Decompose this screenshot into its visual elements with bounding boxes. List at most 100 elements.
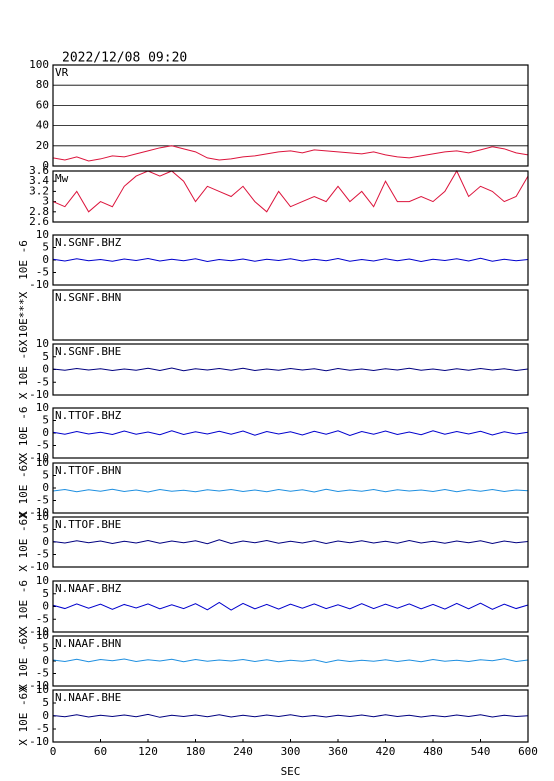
panel-title: VR (55, 66, 69, 79)
y-tick-label: 100 (29, 58, 49, 71)
panel-title: N.TTOF.BHE (55, 518, 121, 531)
trace (52, 430, 529, 437)
y-tick-label: -10 (29, 735, 49, 748)
panel-frame (52, 635, 529, 687)
trace (52, 601, 529, 611)
y-tick-label: -5 (36, 612, 49, 625)
panel-title: N.NAAF.BHE (55, 691, 121, 704)
x-tick-label: 180 (186, 745, 206, 758)
y-axis-label: 10E -6 (17, 240, 30, 280)
y-tick-label: 0 (42, 159, 49, 172)
panel-title: N.NAAF.BHZ (55, 582, 122, 595)
trace (52, 658, 529, 664)
y-tick-label: 10 (36, 401, 49, 414)
trace (52, 539, 529, 545)
trace (52, 367, 529, 372)
panel-title: N.NAAF.BHN (55, 637, 121, 650)
y-tick-label: 5 (42, 350, 49, 363)
y-axis-label: X 10E -6X (17, 339, 30, 399)
panel-frame (52, 289, 529, 341)
x-axis-label: SEC (281, 765, 301, 778)
panel-frame (52, 580, 529, 633)
y-tick-label: -10 (29, 560, 49, 573)
y-tick-label: 5 (42, 523, 49, 536)
y-tick-label: 40 (36, 119, 49, 132)
y-tick-label: 0 (42, 253, 49, 266)
y-tick-label: 0 (42, 481, 49, 494)
trace (52, 713, 529, 718)
panel-frame (52, 170, 529, 223)
y-tick-label: -5 (36, 375, 49, 388)
panel-frame (52, 234, 529, 286)
x-tick-label: 420 (376, 745, 396, 758)
panel-frame (52, 516, 529, 568)
x-tick-label: 300 (281, 745, 301, 758)
y-tick-label: -5 (36, 494, 49, 507)
page-title: 2022/12/08 09:20 (62, 51, 187, 66)
panel-title: N.SGNF.BHZ (55, 236, 122, 249)
x-tick-label: 480 (423, 745, 443, 758)
y-tick-label: -10 (29, 506, 49, 519)
y-tick-label: 10 (36, 337, 49, 350)
panel-title: N.TTOF.BHZ (55, 409, 122, 422)
panel-frame (52, 407, 529, 459)
x-tick-label: 240 (233, 745, 253, 758)
x-tick-label: 60 (94, 745, 107, 758)
y-tick-label: -5 (36, 439, 49, 452)
x-tick-label: 120 (138, 745, 158, 758)
y-tick-label: 3.2 (29, 184, 49, 197)
y-axis-label: X 10E -6X (17, 512, 30, 572)
y-tick-label: -5 (36, 722, 49, 735)
trace (52, 257, 529, 263)
y-tick-label: 0 (42, 535, 49, 548)
y-tick-label: 5 (42, 642, 49, 655)
panel-frame (52, 64, 529, 167)
x-tick-label: 600 (518, 745, 538, 758)
y-tick-label: 0 (42, 709, 49, 722)
y-tick-label: 10 (36, 510, 49, 523)
y-axis-label: 10E***X (17, 291, 30, 338)
y-tick-label: -10 (29, 278, 49, 291)
y-axis-label: X 10E -6X (17, 631, 30, 691)
y-tick-label: 10 (36, 629, 49, 642)
y-tick-label: 10 (36, 574, 49, 587)
x-tick-label: 540 (471, 745, 491, 758)
y-tick-label: 10 (36, 228, 49, 241)
y-tick-label: 2.8 (29, 205, 49, 218)
y-tick-label: -10 (29, 625, 49, 638)
y-tick-label: 5 (42, 469, 49, 482)
trace (52, 169, 529, 213)
y-tick-label: 5 (42, 241, 49, 254)
y-tick-label: 5 (42, 414, 49, 427)
y-tick-label: -5 (36, 667, 49, 680)
y-tick-label: 80 (36, 78, 49, 91)
y-axis-label: X 10E -6 (17, 580, 30, 633)
panel-title: N.TTOF.BHN (55, 464, 121, 477)
y-tick-label: -5 (36, 266, 49, 279)
y-tick-label: 5 (42, 587, 49, 600)
y-tick-label: 20 (36, 139, 49, 152)
y-tick-label: 5 (42, 696, 49, 709)
y-tick-label: -10 (29, 679, 49, 692)
y-tick-label: 0 (42, 654, 49, 667)
y-tick-label: -10 (29, 388, 49, 401)
y-tick-label: 60 (36, 98, 49, 111)
y-tick-label: 0 (42, 426, 49, 439)
panel-frame (52, 462, 529, 514)
y-tick-label: 2.6 (29, 215, 49, 228)
panel-title: N.SGNF.BHE (55, 345, 121, 358)
y-tick-label: 3.4 (29, 174, 49, 187)
panel-frame (52, 343, 529, 396)
y-axis-label: X 10E -6X (17, 686, 30, 746)
y-tick-label: 0 (42, 363, 49, 376)
y-tick-label: -10 (29, 451, 49, 464)
y-tick-label: 10 (36, 683, 49, 696)
y-tick-label: -5 (36, 548, 49, 561)
y-tick-label: 10 (36, 456, 49, 469)
y-tick-label: 0 (42, 600, 49, 613)
y-axis-label: X 10E -6X (17, 458, 30, 518)
y-axis-label: X 10E -6 (17, 407, 30, 460)
trace (52, 488, 529, 493)
trace (52, 145, 529, 162)
